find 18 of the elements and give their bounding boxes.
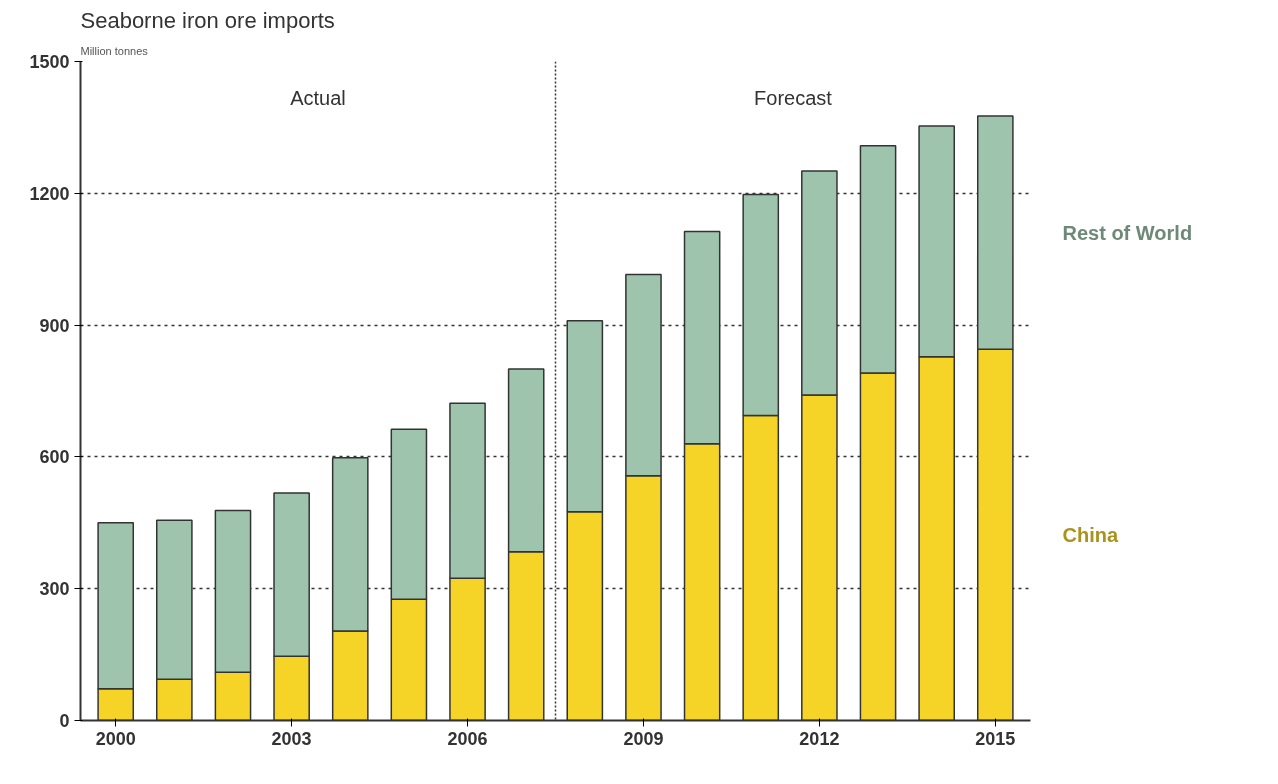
- x-tick-label: 2015: [975, 728, 1016, 749]
- y-tick-label: 1200: [29, 183, 70, 204]
- chart-title: Seaborne iron ore imports: [80, 7, 335, 33]
- annotation: Actual: [290, 86, 346, 109]
- y-tick-label: 300: [39, 579, 70, 600]
- x-tick-label: 2006: [447, 728, 488, 749]
- chart-subtitle: Million tonnes: [80, 44, 149, 57]
- x-tick-label: 2003: [271, 728, 312, 749]
- y-tick-label: 600: [39, 447, 70, 468]
- x-tick-label: 2012: [799, 728, 840, 749]
- annotation: Forecast: [754, 86, 833, 109]
- text: Rest of World: [1062, 221, 1193, 244]
- y-tick-label: 1500: [29, 52, 70, 72]
- y-tick-label: 900: [39, 315, 70, 336]
- text: China: [1062, 523, 1119, 546]
- x-tick-label: 2009: [623, 728, 664, 749]
- y-tick-label: 0: [59, 711, 70, 731]
- x-tick-label: 2000: [95, 728, 136, 749]
